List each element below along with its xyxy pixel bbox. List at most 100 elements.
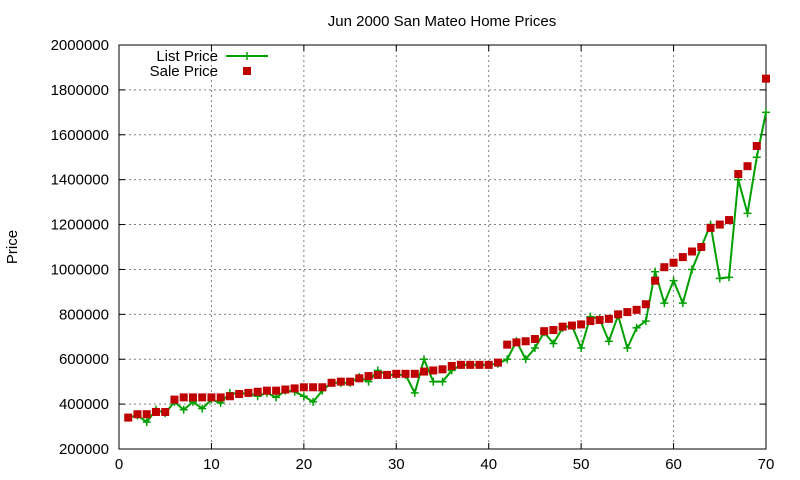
chart-title: Jun 2000 San Mateo Home Prices xyxy=(328,13,556,30)
plot-frame xyxy=(118,44,767,450)
list-price-point xyxy=(669,276,678,285)
sale-price-point xyxy=(549,326,558,335)
list-price-point xyxy=(420,355,429,364)
sale-price-point xyxy=(660,263,669,272)
list-price-point xyxy=(678,299,687,308)
sale-price-point xyxy=(484,360,493,369)
y-tick-label: 200000 xyxy=(59,441,109,458)
grid-lines xyxy=(119,45,766,449)
sale-price-point xyxy=(651,276,660,285)
sale-price-point xyxy=(586,317,595,326)
list-price-point xyxy=(725,273,734,282)
sale-price-point xyxy=(133,410,142,419)
y-tick-label: 2000000 xyxy=(51,37,109,54)
sale-price-point xyxy=(198,393,207,402)
sale-price-point xyxy=(715,220,724,229)
sale-price-point xyxy=(225,392,234,401)
sale-price-point xyxy=(678,253,687,262)
sale-price-point xyxy=(364,372,373,381)
list-price-point xyxy=(142,418,151,427)
list-price-point xyxy=(688,265,697,274)
sale-price-point xyxy=(170,395,179,404)
x-tick-label: 10 xyxy=(203,456,220,473)
sale-price-point xyxy=(466,360,475,369)
list-price-point xyxy=(503,355,512,364)
list-price-point xyxy=(438,377,447,386)
sale-price-point xyxy=(124,413,133,422)
list-price-point xyxy=(309,397,318,406)
sale-price-point xyxy=(346,377,355,386)
y-tick-label: 1600000 xyxy=(51,127,109,144)
sale-price-point xyxy=(725,216,734,225)
sale-price-point xyxy=(262,386,271,395)
sale-price-point xyxy=(318,383,327,392)
sale-price-point xyxy=(734,170,743,179)
sale-price-point xyxy=(161,407,170,416)
list-price-point xyxy=(179,405,188,414)
x-tick-label: 50 xyxy=(573,456,590,473)
sale-price-point xyxy=(373,370,382,379)
legend-list-marker xyxy=(243,52,251,60)
sale-price-point xyxy=(281,385,290,394)
sale-price-point xyxy=(697,243,706,251)
list-price-point xyxy=(549,339,558,348)
y-axis-label: Price xyxy=(4,230,21,264)
sale-price-point xyxy=(290,384,299,393)
sale-price-point xyxy=(706,223,715,232)
sale-price-point xyxy=(142,410,151,419)
list-price-point xyxy=(604,337,613,346)
sale-price-point xyxy=(530,335,539,344)
sale-price-point xyxy=(567,321,576,330)
y-tick-label: 400000 xyxy=(59,396,109,413)
list-price-point xyxy=(530,344,539,352)
sale-price-point xyxy=(641,300,650,309)
sale-price-point xyxy=(401,369,410,378)
x-tick-label: 60 xyxy=(665,456,682,473)
list-price-point xyxy=(641,317,650,326)
sale-price-point xyxy=(456,360,465,369)
legend-sale-marker xyxy=(243,67,251,75)
list-price-point xyxy=(272,393,281,402)
sale-price-point xyxy=(392,369,401,378)
sale-price-point xyxy=(355,374,364,383)
sale-price-point xyxy=(299,383,308,392)
sale-price-point xyxy=(179,393,188,402)
sale-price-point xyxy=(272,386,281,395)
x-tick-label: 20 xyxy=(296,456,313,473)
sale-price-point xyxy=(577,320,586,329)
tick-labels: 0 10 20 30 40 50 60 70 200000 400000 600000 800000 1… xyxy=(51,37,775,473)
legend-label-list-price: List Price xyxy=(156,48,218,65)
sale-price-point xyxy=(475,360,484,369)
sale-price-point xyxy=(743,162,752,171)
sale-price-point xyxy=(669,258,678,267)
list-price-point xyxy=(715,274,724,283)
sale-price-point xyxy=(438,365,447,374)
sale-price-point xyxy=(216,393,225,402)
sale-price-point xyxy=(558,322,567,331)
y-tick-label: 1200000 xyxy=(51,217,109,234)
sale-price-point xyxy=(521,337,530,346)
sale-price-point xyxy=(623,308,632,317)
list-price-point xyxy=(429,377,438,386)
y-tick-label: 1000000 xyxy=(51,261,109,278)
list-price-point xyxy=(410,388,419,397)
legend: List Price Sale Price xyxy=(150,48,268,80)
x-tick-label: 0 xyxy=(115,456,123,473)
list-price-point xyxy=(632,323,641,332)
sale-price-point xyxy=(595,315,604,324)
sale-price-point xyxy=(235,390,244,399)
axis-ticks xyxy=(118,44,767,450)
sale-price-point xyxy=(614,310,623,319)
sale-price-point xyxy=(336,377,345,386)
sale-price-point xyxy=(410,369,419,378)
list-price-point xyxy=(198,404,207,413)
list-price-point xyxy=(577,344,586,352)
sale-price-point xyxy=(762,74,770,83)
list-price-point xyxy=(521,355,530,364)
sale-price-point xyxy=(151,407,160,416)
legend-sample-list-price xyxy=(226,52,268,60)
list-price-point xyxy=(762,108,770,117)
sale-price-point xyxy=(383,370,392,379)
x-tick-label: 30 xyxy=(388,456,405,473)
